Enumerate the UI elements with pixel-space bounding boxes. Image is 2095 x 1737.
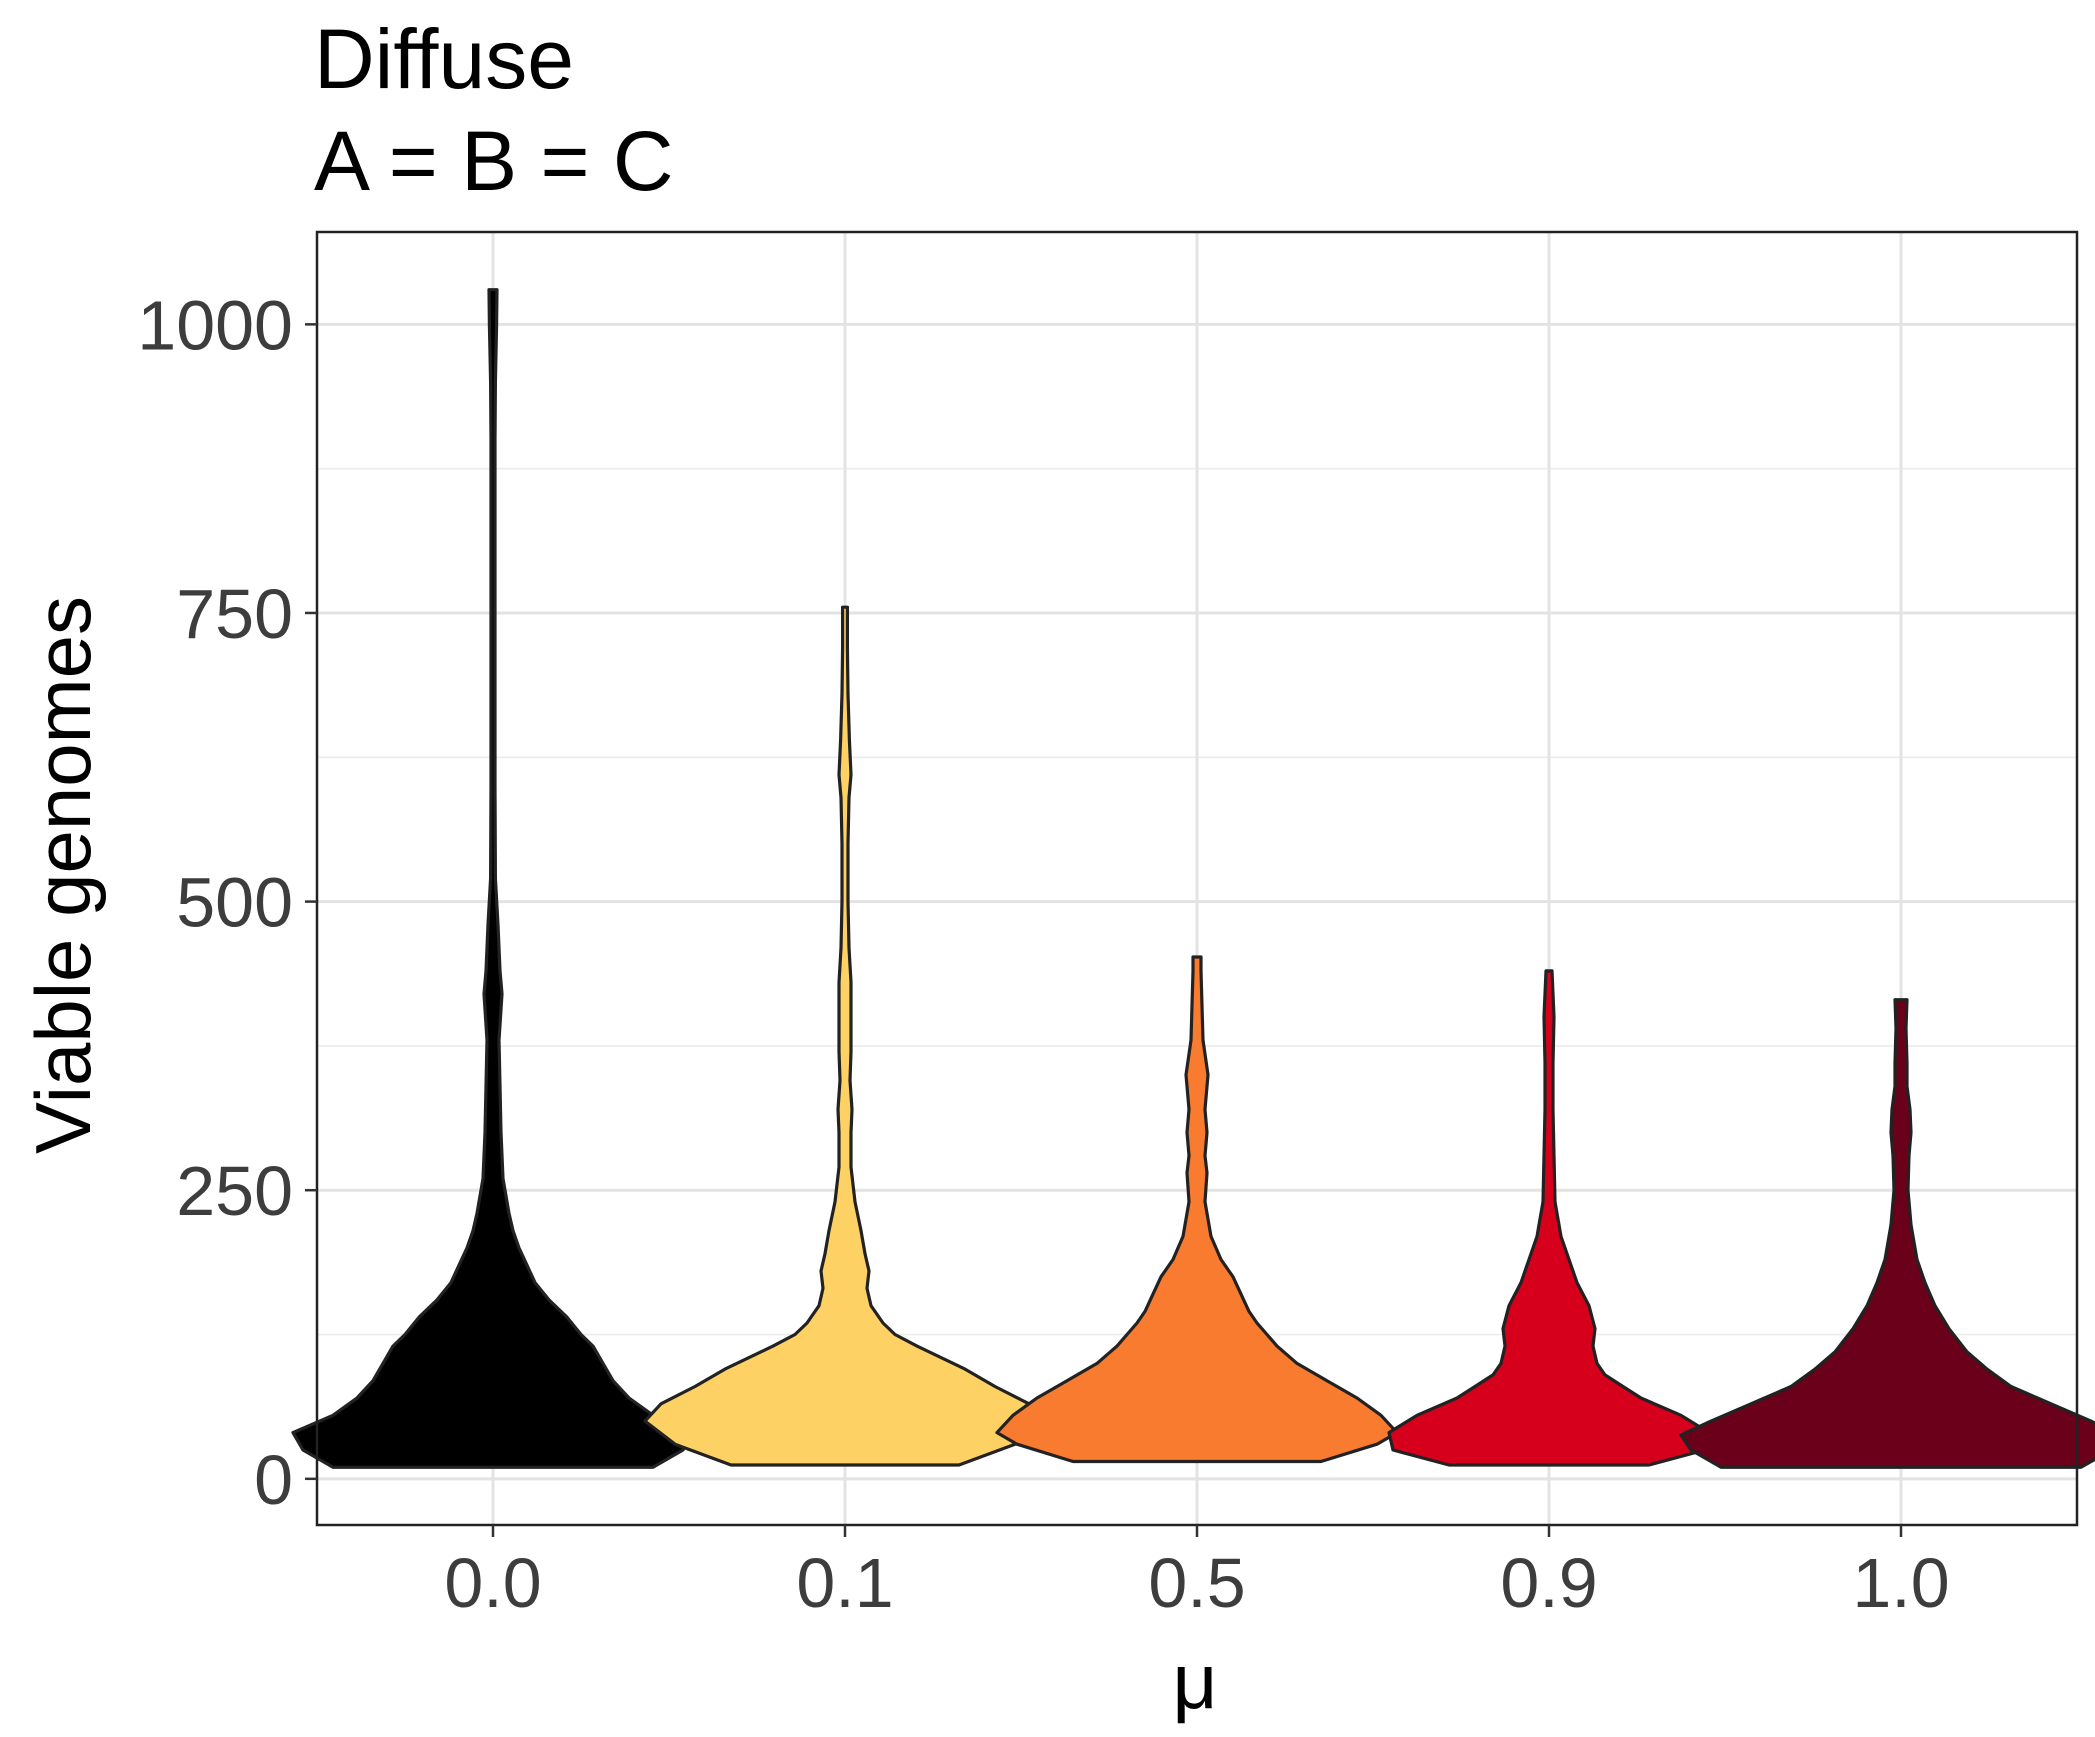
x-tick-label: 0.9	[1500, 1544, 1597, 1622]
y-tick-label: 500	[176, 864, 293, 942]
chart-title: Diffuse	[314, 12, 574, 106]
y-tick-label: 0	[254, 1441, 293, 1519]
chart-subtitle: A = B = C	[314, 114, 674, 208]
y-tick-label: 1000	[137, 286, 293, 364]
axis-ticks: 0 250 500 750 1000 0.0 0.1 0.5 0.9 1.0	[137, 286, 1949, 1622]
x-tick-label: 0.1	[796, 1544, 893, 1622]
violin-0.9	[1387, 969, 1711, 1467]
y-axis-title: Viable genomes	[19, 596, 107, 1154]
violin-0.5	[995, 955, 1399, 1464]
violins	[291, 288, 2095, 1469]
violin-0.1	[643, 605, 1047, 1467]
x-axis-title: μ	[1173, 1637, 1218, 1725]
x-tick-label: 0.5	[1148, 1544, 1245, 1622]
x-tick-label: 1.0	[1852, 1544, 1949, 1622]
y-tick-label: 750	[176, 575, 293, 653]
violin-0.0	[291, 288, 695, 1469]
x-tick-label: 0.0	[444, 1544, 541, 1622]
y-tick-label: 250	[176, 1152, 293, 1230]
violin-1.0	[1679, 998, 2095, 1469]
